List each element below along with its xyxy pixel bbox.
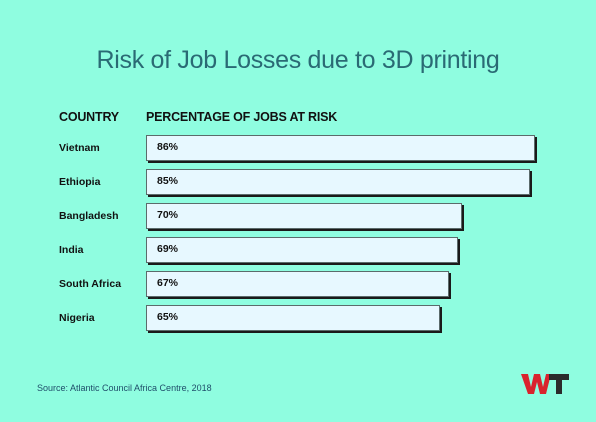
bar: 86% — [146, 135, 535, 161]
bar-value-label: 65% — [157, 311, 179, 323]
country-label: South Africa — [59, 278, 122, 290]
bar-value-label: 69% — [157, 243, 179, 255]
country-label: Vietnam — [59, 142, 100, 154]
country-label: Nigeria — [59, 312, 95, 324]
bar: 70% — [146, 203, 462, 229]
logo-t-shape — [549, 374, 569, 394]
country-label: India — [59, 244, 84, 256]
bar-value-label: 67% — [157, 277, 179, 289]
source-note: Source: Atlantic Council Africa Centre, … — [37, 383, 212, 393]
bar: 69% — [146, 237, 458, 263]
bar: 85% — [146, 169, 530, 195]
chart-title: Risk of Job Losses due to 3D printing — [96, 46, 500, 74]
bar: 65% — [146, 305, 440, 331]
country-label: Ethiopia — [59, 176, 101, 188]
logo-w-shape — [521, 374, 551, 394]
bar-value-label: 70% — [157, 209, 179, 221]
country-label: Bangladesh — [59, 210, 119, 222]
bar: 67% — [146, 271, 449, 297]
country-column-header: COUNTRY — [59, 110, 119, 124]
percentage-column-header: PERCENTAGE OF JOBS AT RISK — [146, 110, 338, 124]
bar-value-label: 85% — [157, 175, 179, 187]
bar-value-label: 86% — [157, 141, 179, 153]
wt-logo — [521, 374, 569, 394]
